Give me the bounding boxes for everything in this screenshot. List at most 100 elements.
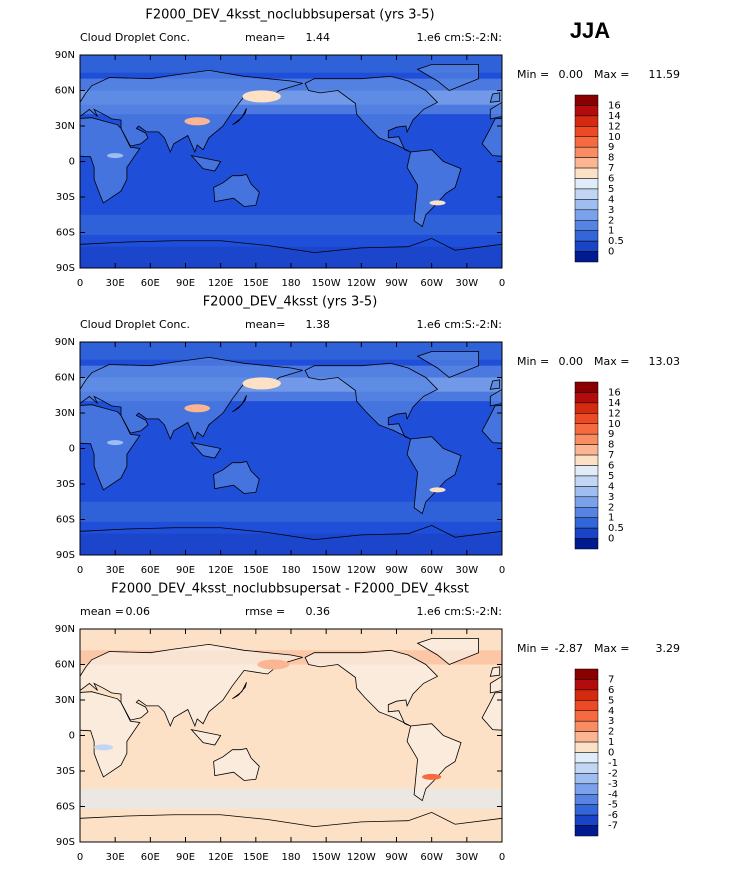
colorbar-box bbox=[574, 741, 599, 753]
colorbar-box bbox=[574, 731, 599, 743]
y-tick-label: 60N bbox=[55, 373, 75, 384]
land bbox=[80, 691, 141, 778]
min-value: 0.00 bbox=[559, 68, 584, 81]
center-value: 1.44 bbox=[306, 31, 331, 44]
colorbar-box bbox=[574, 444, 599, 456]
land bbox=[636, 175, 682, 207]
land bbox=[727, 650, 733, 726]
colorbar-label: 7 bbox=[608, 674, 614, 685]
y-tick-label: 0 bbox=[69, 731, 75, 742]
map-band bbox=[80, 501, 502, 522]
x-tick-label: 0 bbox=[499, 278, 505, 289]
colorbar-box bbox=[574, 679, 599, 691]
mean-value: 0.06 bbox=[126, 605, 151, 618]
colorbar-label: 12 bbox=[608, 408, 621, 419]
x-tick-label: 150E bbox=[243, 852, 268, 863]
colorbar-label: -3 bbox=[608, 779, 618, 790]
colorbar-box bbox=[574, 783, 599, 795]
land bbox=[232, 682, 247, 700]
land bbox=[613, 730, 642, 745]
land bbox=[0, 639, 57, 665]
colorbar-label: -1 bbox=[608, 758, 618, 769]
x-tick-label: 120E bbox=[208, 565, 233, 576]
y-tick-label: 90S bbox=[56, 837, 75, 848]
map-feature bbox=[107, 153, 124, 159]
land bbox=[416, 64, 479, 91]
colorbar-box bbox=[574, 413, 599, 424]
colorbar-label: 2 bbox=[608, 727, 614, 738]
x-tick-label: 0 bbox=[77, 278, 83, 289]
colorbar-label: 10 bbox=[608, 419, 621, 430]
colorbar-label: 3 bbox=[608, 492, 614, 503]
y-tick-label: 60S bbox=[56, 802, 75, 813]
land bbox=[0, 650, 16, 726]
land bbox=[232, 395, 247, 413]
y-tick-label: 0 bbox=[69, 157, 75, 168]
colorbar-box bbox=[574, 402, 599, 414]
colorbar-box bbox=[574, 167, 599, 179]
x-tick-label: 30E bbox=[106, 278, 125, 289]
units: 1.e6 cm:S:-2:N: bbox=[416, 318, 502, 331]
land bbox=[727, 363, 733, 439]
min-value: -2.87 bbox=[555, 642, 583, 655]
x-tick-label: 0 bbox=[77, 852, 83, 863]
colorbar-label: 6 bbox=[608, 461, 614, 472]
y-tick-label: 30N bbox=[55, 695, 75, 706]
y-tick-label: 60S bbox=[56, 228, 75, 239]
x-tick-label: 0 bbox=[77, 565, 83, 576]
x-tick-label: 90E bbox=[176, 565, 195, 576]
land bbox=[489, 92, 501, 103]
colorbar-label: 5 bbox=[608, 695, 614, 706]
colorbar-label: 8 bbox=[608, 153, 614, 164]
map-feature bbox=[257, 659, 290, 670]
colorbar-label: -2 bbox=[608, 768, 618, 779]
land bbox=[304, 649, 439, 727]
min-label: Min = bbox=[517, 68, 549, 81]
land bbox=[489, 101, 502, 120]
colorbar-label: -5 bbox=[608, 800, 618, 811]
map-feature bbox=[184, 404, 211, 413]
colorbar-box bbox=[574, 773, 599, 785]
colorbar-box bbox=[574, 475, 599, 487]
x-tick-label: 90E bbox=[176, 278, 195, 289]
x-tick-label: 30W bbox=[456, 278, 479, 289]
y-tick-label: 90S bbox=[56, 550, 75, 561]
left-string: Cloud Droplet Conc. bbox=[80, 318, 190, 331]
map-band bbox=[80, 214, 502, 235]
colorbar-label: 1 bbox=[608, 226, 614, 237]
land bbox=[636, 462, 682, 494]
min-value: 0.00 bbox=[559, 355, 584, 368]
panel-title: F2000_DEV_4ksst_noclubbsupersat (yrs 3-5… bbox=[145, 8, 434, 23]
colorbar-box bbox=[574, 804, 599, 816]
colorbar-box bbox=[574, 105, 599, 117]
season-label: JJA bbox=[570, 18, 610, 43]
x-tick-label: 150W bbox=[312, 565, 341, 576]
land bbox=[481, 692, 502, 731]
land bbox=[489, 666, 501, 677]
land bbox=[80, 117, 141, 204]
colorbar-box bbox=[574, 454, 599, 466]
land bbox=[0, 65, 57, 91]
colorbar-label: 1 bbox=[608, 513, 614, 524]
y-tick-label: 90N bbox=[55, 624, 75, 635]
land bbox=[0, 76, 16, 152]
map-feature bbox=[429, 487, 446, 493]
colorbar-box bbox=[574, 507, 599, 518]
land bbox=[416, 351, 479, 378]
x-tick-label: 60E bbox=[141, 565, 160, 576]
colorbar-label: 4 bbox=[608, 194, 614, 205]
land bbox=[0, 437, 39, 514]
land bbox=[416, 638, 479, 665]
center-label: mean= bbox=[245, 318, 285, 331]
x-tick-label: 90W bbox=[385, 565, 408, 576]
colorbar-label: 4 bbox=[608, 706, 614, 717]
colorbar-box bbox=[574, 199, 599, 211]
colorbar-label: 4 bbox=[608, 481, 614, 492]
x-tick-label: 180 bbox=[281, 852, 300, 863]
land bbox=[213, 174, 260, 207]
antarctic-coast bbox=[80, 811, 502, 828]
colorbar-box bbox=[574, 762, 599, 774]
colorbar-box bbox=[574, 188, 599, 200]
land bbox=[654, 395, 668, 412]
y-tick-label: 30N bbox=[55, 121, 75, 132]
